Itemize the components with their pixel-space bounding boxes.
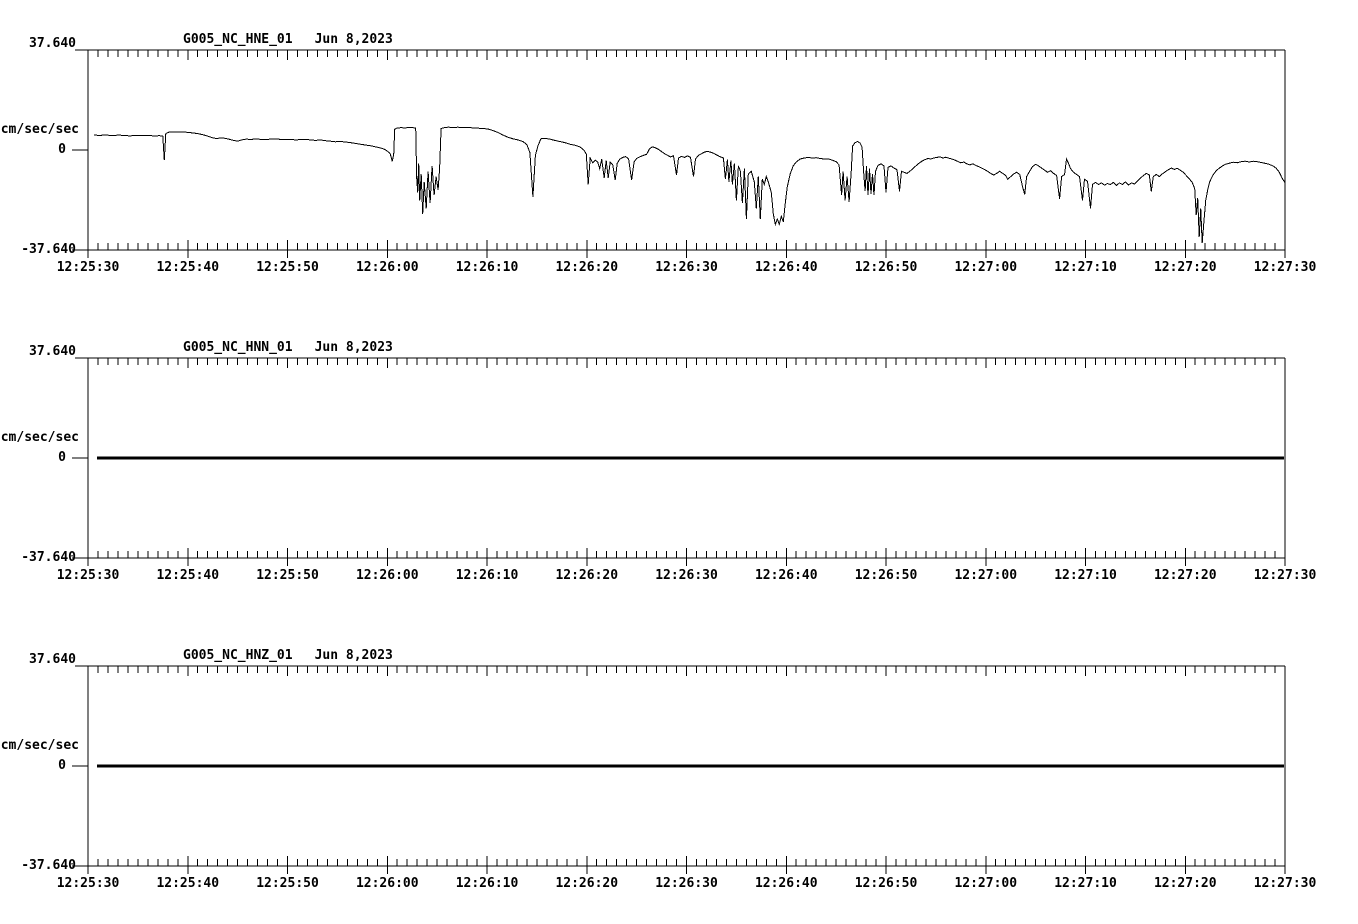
x-axis-labels: 12:25:30 12:25:40 12:25:50 12:26:00 12:26:10… — [0, 616, 1358, 924]
x-tick-label: 12:25:40 — [156, 260, 220, 275]
panel-title: G005_NC_HNN_01 Jun 8,2023 — [183, 340, 393, 356]
x-tick-label: 12:26:50 — [854, 876, 918, 891]
waveform-panel-hne: G005_NC_HNE_01 Jun 8,2023 37.640 cm/sec/… — [0, 0, 1358, 308]
y-axis-max-label: 37.640 — [29, 36, 76, 51]
x-tick-label: 12:26:20 — [555, 568, 619, 583]
y-axis-min-label: -37.640 — [21, 858, 76, 873]
x-axis-labels: 12:25:30 12:25:40 12:25:50 12:26:00 12:26:10… — [0, 308, 1358, 616]
y-axis-unit-label: cm/sec/sec — [0, 430, 79, 445]
x-tick-label: 12:26:10 — [455, 260, 519, 275]
x-tick-label: 12:25:30 — [56, 260, 120, 275]
x-tick-label: 12:27:10 — [1054, 260, 1117, 275]
waveform-panel-hnn: G005_NC_HNN_01 Jun 8,2023 37.640 cm/sec/… — [0, 308, 1358, 616]
x-tick-label: 12:26:30 — [655, 568, 718, 583]
x-tick-label: 12:26:40 — [754, 876, 818, 891]
waveform-plot-hnn — [72, 357, 1286, 566]
y-axis-zero-label: 0 — [58, 450, 66, 465]
x-tick-label: 12:26:20 — [555, 876, 619, 891]
waveform-panel-hnz: G005_NC_HNZ_01 Jun 8,2023 37.640 cm/sec/… — [0, 616, 1358, 924]
x-tick-label: 12:27:10 — [1054, 876, 1117, 891]
y-axis-max-label: 37.640 — [29, 652, 76, 667]
x-tick-label: 12:26:40 — [754, 260, 818, 275]
x-tick-label: 12:25:50 — [256, 260, 319, 275]
x-tick-label: 12:26:10 — [455, 876, 519, 891]
y-axis-max-label: 37.640 — [29, 344, 76, 359]
waveform-trace — [93, 126, 1286, 244]
y-axis-unit-label: cm/sec/sec — [0, 122, 79, 137]
x-tick-label: 12:27:20 — [1153, 568, 1217, 583]
date-label: Jun 8,2023 — [314, 32, 393, 47]
x-tick-label: 12:26:50 — [854, 260, 918, 275]
x-tick-label: 12:27:00 — [954, 568, 1018, 583]
panel-title: G005_NC_HNE_01 Jun 8,2023 — [183, 32, 393, 48]
panel-title: G005_NC_HNZ_01 Jun 8,2023 — [183, 648, 393, 664]
x-tick-label: 12:25:50 — [256, 568, 319, 583]
y-axis-min-label: -37.640 — [21, 242, 76, 257]
waveform-plot-hne — [72, 49, 1286, 258]
y-axis-unit-label: cm/sec/sec — [0, 738, 79, 753]
x-tick-label: 12:27:20 — [1153, 876, 1217, 891]
x-tick-label: 12:25:30 — [56, 568, 120, 583]
x-tick-label: 12:27:00 — [954, 260, 1018, 275]
x-tick-label: 12:26:40 — [754, 568, 818, 583]
x-tick-label: 12:26:50 — [854, 568, 918, 583]
x-axis-labels: 12:25:30 12:25:40 12:25:50 12:26:00 12:26:10… — [0, 0, 1358, 308]
y-axis-zero-label: 0 — [58, 758, 66, 773]
x-tick-label: 12:26:10 — [455, 568, 519, 583]
x-tick-label: 12:26:00 — [355, 876, 419, 891]
x-tick-label: 12:27:10 — [1054, 568, 1117, 583]
x-tick-label: 12:26:00 — [355, 260, 419, 275]
station-channel-label: G005_NC_HNE_01 — [183, 32, 293, 47]
x-tick-label: 12:27:30 — [1253, 876, 1317, 891]
y-axis-zero-label: 0 — [58, 142, 66, 157]
x-tick-label: 12:25:50 — [256, 876, 319, 891]
x-tick-label: 12:27:30 — [1253, 568, 1317, 583]
x-tick-label: 12:26:00 — [355, 568, 419, 583]
x-tick-label: 12:25:40 — [156, 568, 220, 583]
waveform-plot-hnz — [72, 665, 1286, 874]
x-tick-label: 12:27:20 — [1153, 260, 1217, 275]
date-label: Jun 8,2023 — [314, 648, 393, 663]
station-channel-label: G005_NC_HNZ_01 — [183, 648, 293, 663]
x-tick-label: 12:25:40 — [156, 876, 220, 891]
y-axis-min-label: -37.640 — [21, 550, 76, 565]
x-tick-label: 12:27:30 — [1253, 260, 1317, 275]
x-tick-label: 12:25:30 — [56, 876, 120, 891]
x-tick-label: 12:27:00 — [954, 876, 1018, 891]
station-channel-label: G005_NC_HNN_01 — [183, 340, 293, 355]
x-tick-label: 12:26:30 — [655, 260, 718, 275]
x-tick-label: 12:26:30 — [655, 876, 718, 891]
date-label: Jun 8,2023 — [314, 340, 393, 355]
x-tick-label: 12:26:20 — [555, 260, 619, 275]
